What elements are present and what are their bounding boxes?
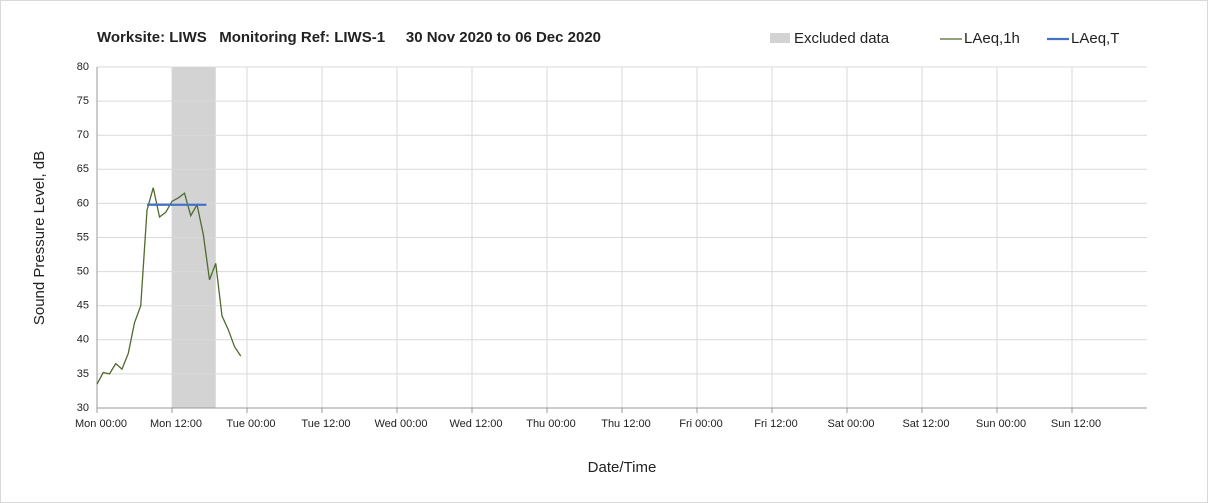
y-tick-label: 70 bbox=[77, 129, 89, 141]
y-tick-label: 35 bbox=[77, 368, 89, 380]
x-tick-label: Fri 00:00 bbox=[679, 418, 722, 430]
y-tick-label: 40 bbox=[77, 334, 89, 346]
x-axis-title: Date/Time bbox=[588, 459, 657, 476]
x-tick-label: Sun 00:00 bbox=[976, 418, 1026, 430]
y-tick-label: 65 bbox=[77, 163, 89, 175]
y-axis-title: Sound Pressure Level, dB bbox=[31, 151, 48, 325]
y-tick-label: 55 bbox=[77, 231, 89, 243]
x-tick-label: Sat 00:00 bbox=[827, 418, 874, 430]
chart-title: Worksite: LIWS Monitoring Ref: LIWS-1 30… bbox=[97, 29, 601, 46]
x-tick-label: Tue 00:00 bbox=[226, 418, 275, 430]
legend-label: LAeq,1h bbox=[964, 30, 1020, 47]
y-tick-label: 75 bbox=[77, 95, 89, 107]
x-tick-label: Tue 12:00 bbox=[301, 418, 350, 430]
legend-label: Excluded data bbox=[794, 30, 890, 47]
y-tick-label: 45 bbox=[77, 300, 89, 312]
series-line bbox=[96, 187, 242, 385]
x-tick-label: Fri 12:00 bbox=[754, 418, 797, 430]
y-tick-label: 30 bbox=[77, 402, 89, 414]
x-tick-label: Thu 12:00 bbox=[601, 418, 651, 430]
x-tick-label: Wed 00:00 bbox=[374, 418, 427, 430]
legend-label: LAeq,T bbox=[1071, 30, 1119, 47]
y-tick-label: 60 bbox=[77, 197, 89, 209]
x-tick-label: Mon 12:00 bbox=[150, 418, 202, 430]
x-tick-label: Mon 00:00 bbox=[75, 418, 127, 430]
x-tick-label: Sat 12:00 bbox=[902, 418, 949, 430]
x-tick-label: Thu 00:00 bbox=[526, 418, 576, 430]
y-tick-label: 80 bbox=[77, 61, 89, 73]
x-tick-label: Sun 12:00 bbox=[1051, 418, 1101, 430]
legend-swatch bbox=[770, 33, 790, 43]
x-tick-label: Wed 12:00 bbox=[449, 418, 502, 430]
y-tick-label: 50 bbox=[77, 266, 89, 278]
